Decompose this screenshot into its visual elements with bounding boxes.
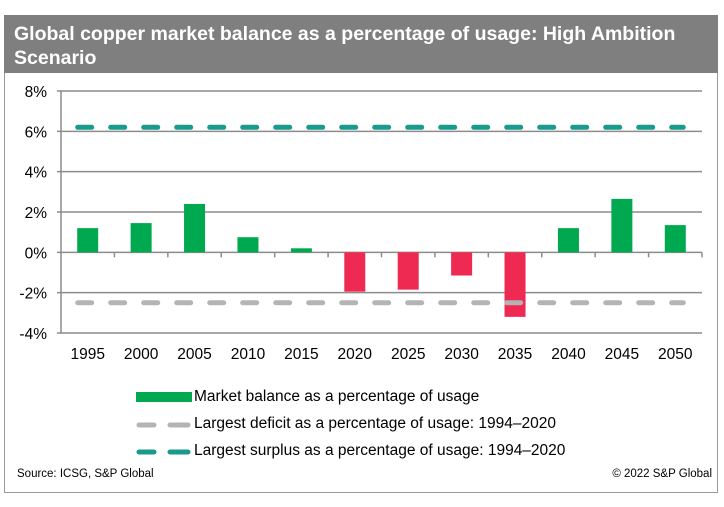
y-tick-label: 4% xyxy=(25,165,48,182)
bar-2040 xyxy=(557,228,579,253)
y-tick-label: -4% xyxy=(19,326,47,343)
x-tick-label: 2035 xyxy=(498,346,532,363)
source-note: Source: ICSG, S&P Global xyxy=(17,468,154,480)
x-tick-label: 2015 xyxy=(284,346,318,363)
bar-2030 xyxy=(451,252,473,276)
legend-swatch-deficit-line xyxy=(136,422,191,428)
bar-2045 xyxy=(611,198,633,253)
x-tick-label: 2050 xyxy=(658,346,693,363)
y-tick-label: 0% xyxy=(25,245,48,262)
x-tick-label: 2040 xyxy=(551,346,586,363)
bar-2010 xyxy=(237,237,259,253)
x-tick-label: 2000 xyxy=(124,346,159,363)
legend-item-market-balance: Market balance as a percentage of usage xyxy=(128,386,608,408)
x-tick-label: 2020 xyxy=(338,346,373,363)
bar-1995 xyxy=(77,228,99,253)
x-tick-label: 2025 xyxy=(391,346,425,363)
bar-2050 xyxy=(664,225,686,253)
x-tick-label: 2030 xyxy=(444,346,479,363)
x-tick-label: 2045 xyxy=(605,346,639,363)
legend-item-largest-deficit: Largest deficit as a percentage of usage… xyxy=(128,413,608,435)
legend-label: Largest deficit as a percentage of usage… xyxy=(194,415,556,432)
bar-2025 xyxy=(397,252,419,290)
chart-title: Global copper market balance as a percen… xyxy=(14,23,676,69)
y-tick-label: 6% xyxy=(25,124,48,141)
title-bar xyxy=(4,15,718,73)
x-tick-label: 2010 xyxy=(231,346,266,363)
legend-label: Market balance as a percentage of usage xyxy=(194,388,480,405)
x-tick-label: 1995 xyxy=(70,346,104,363)
bar-2035 xyxy=(504,252,526,317)
legend-label: Largest surplus as a percentage of usage… xyxy=(194,442,566,459)
y-tick-label: -2% xyxy=(19,286,47,303)
bar-2005 xyxy=(184,203,206,253)
legend-swatch-bar xyxy=(136,392,192,402)
bar-2020 xyxy=(344,252,366,292)
bar-2000 xyxy=(130,223,152,253)
y-tick-label: 8% xyxy=(25,84,48,101)
copyright-note: © 2022 S&P Global xyxy=(612,468,712,480)
legend-item-largest-surplus: Largest surplus as a percentage of usage… xyxy=(128,440,608,462)
bar-2015 xyxy=(290,248,312,253)
x-tick-label: 2005 xyxy=(177,346,211,363)
legend-swatch-surplus-line xyxy=(136,449,191,455)
y-tick-label: 2% xyxy=(25,205,48,222)
